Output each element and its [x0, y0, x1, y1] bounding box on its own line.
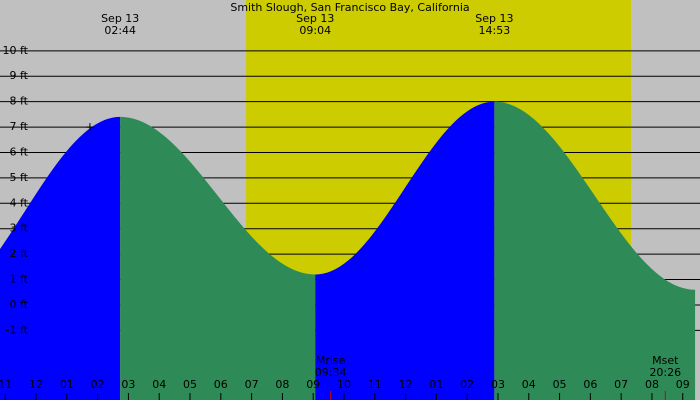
y-tick-label: 1 ft [10, 273, 29, 286]
extreme-time: 14:53 [479, 24, 511, 37]
y-tick-label: 8 ft [10, 95, 29, 108]
tide-area [494, 101, 696, 400]
tide-area [315, 101, 495, 400]
x-tick-label: 12 [29, 378, 43, 391]
moon-event-name: Mrise [316, 354, 346, 367]
x-tick-label: 12 [399, 378, 413, 391]
y-tick-label: 0 ft [10, 298, 29, 311]
y-tick-label: -1 ft [6, 323, 29, 336]
extreme-date: Sep 13 [475, 12, 513, 25]
y-tick-label: 2 ft [10, 247, 29, 260]
x-tick-label: 06 [214, 378, 228, 391]
x-tick-label: 01 [429, 378, 443, 391]
x-tick-label: 04 [152, 378, 166, 391]
x-tick-label: 07 [245, 378, 259, 391]
x-tick-label: 02 [460, 378, 474, 391]
moon-event-time: 20:26 [649, 366, 681, 379]
x-tick-label: 09 [306, 378, 320, 391]
x-tick-label: 02 [91, 378, 105, 391]
tide-area [120, 116, 316, 400]
tide-area [0, 116, 121, 400]
current-marker [85, 123, 94, 132]
x-tick-label: 09 [676, 378, 690, 391]
chart-title: Smith Slough, San Francisco Bay, Califor… [230, 1, 469, 14]
x-tick-label: 03 [121, 378, 135, 391]
extreme-date: Sep 13 [296, 12, 334, 25]
y-tick-label: 9 ft [10, 69, 29, 82]
x-tick-label: 06 [583, 378, 597, 391]
x-tick-label: 11 [368, 378, 382, 391]
y-tick-label: 3 ft [10, 222, 29, 235]
x-tick-label: 07 [614, 378, 628, 391]
extreme-time: 09:04 [299, 24, 331, 37]
y-tick-label: 5 ft [10, 171, 29, 184]
x-tick-label: 01 [60, 378, 74, 391]
x-tick-label: 04 [522, 378, 536, 391]
y-tick-label: 6 ft [10, 145, 29, 158]
x-tick-label: 05 [183, 378, 197, 391]
y-tick-label: 7 ft [10, 120, 29, 133]
x-tick-label: 05 [553, 378, 567, 391]
x-tick-label: 10 [337, 378, 351, 391]
y-tick-label: 4 ft [10, 196, 29, 209]
extreme-date: Sep 13 [101, 12, 139, 25]
moon-event-time: 09:34 [315, 366, 347, 379]
x-tick-label: 08 [275, 378, 289, 391]
x-tick-label: 11 [0, 378, 12, 391]
y-tick-label: 10 ft [3, 44, 29, 57]
extreme-time: 02:44 [104, 24, 136, 37]
x-tick-label: 08 [645, 378, 659, 391]
x-tick-label: 03 [491, 378, 505, 391]
moon-event-name: Mset [652, 354, 679, 367]
